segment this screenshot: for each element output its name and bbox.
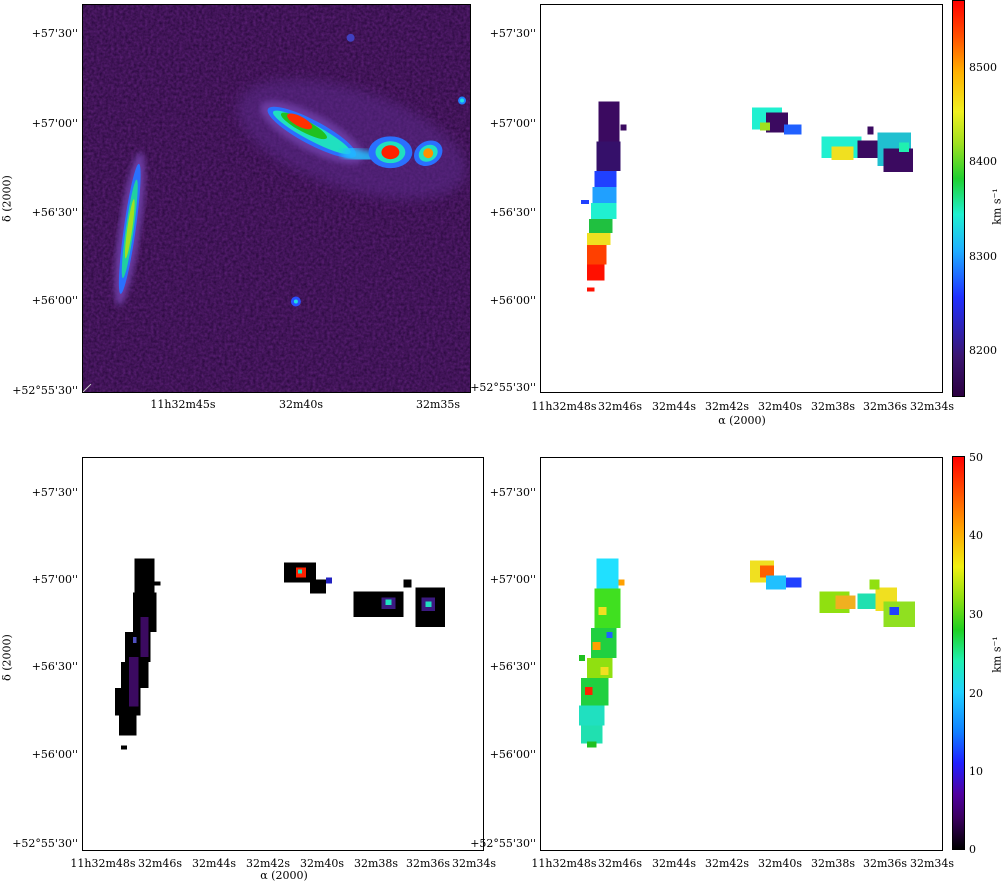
colorbar-tick-label: 10 bbox=[969, 765, 983, 778]
colorbar-tick-label: 8500 bbox=[969, 61, 997, 74]
ra-tick-label: 32m34s bbox=[909, 400, 955, 413]
ra-tick-label: 32m35s bbox=[415, 398, 461, 411]
ra-tick-label: 32m42s bbox=[245, 857, 291, 870]
ra-tick-label: 32m36s bbox=[862, 857, 908, 870]
dec-tick-label: +56'30'' bbox=[489, 660, 536, 673]
velocity-colorbar bbox=[952, 0, 965, 397]
ra-tick-label: 11h32m48s bbox=[531, 400, 597, 413]
dec-tick-label: +52°55'30'' bbox=[12, 384, 78, 397]
ra-tick-label: 32m36s bbox=[862, 400, 908, 413]
dec-axis-title: δ (2000) bbox=[0, 175, 14, 222]
ra-tick-label: 11h32m48s bbox=[531, 857, 597, 870]
colorbar-tick-label: 30 bbox=[969, 608, 983, 621]
dispersion-map-panel bbox=[540, 457, 943, 851]
ra-tick-label: 32m46s bbox=[137, 857, 183, 870]
ra-tick-label: 32m40s bbox=[757, 857, 803, 870]
ra-tick-label: 32m38s bbox=[810, 857, 856, 870]
intensity-map bbox=[114, 558, 446, 750]
dec-tick-label: +57'00'' bbox=[31, 117, 78, 130]
optical-image-panel bbox=[82, 4, 471, 393]
colorbar-unit: km s⁻¹ bbox=[990, 636, 1004, 673]
small-galaxy bbox=[413, 140, 443, 166]
dec-tick-label: +52°55'30'' bbox=[470, 837, 536, 850]
ra-tick-label: 32m42s bbox=[704, 400, 750, 413]
colorbar-unit: km s⁻¹ bbox=[990, 188, 1004, 225]
dec-tick-label: +56'30'' bbox=[31, 660, 78, 673]
ra-tick-label: 32m46s bbox=[597, 400, 643, 413]
colorbar-tick-label: 8200 bbox=[969, 344, 997, 357]
dec-axis-title: δ (2000) bbox=[0, 634, 14, 681]
dec-tick-label: +52°55'30'' bbox=[470, 381, 536, 394]
intensity-map-panel bbox=[82, 457, 484, 851]
dec-tick-label: +57'00'' bbox=[489, 573, 536, 586]
colorbar-tick-label: 0 bbox=[969, 843, 976, 856]
dec-tick-label: +57'00'' bbox=[489, 117, 536, 130]
ra-tick-label: 32m34s bbox=[451, 857, 497, 870]
dec-tick-label: +56'30'' bbox=[31, 206, 78, 219]
ra-tick-label: 32m42s bbox=[704, 857, 750, 870]
dispersion-colorbar bbox=[952, 456, 965, 850]
ra-tick-label: 32m46s bbox=[597, 857, 643, 870]
dec-tick-label: +57'30'' bbox=[489, 27, 536, 40]
dec-tick-label: +56'00'' bbox=[489, 748, 536, 761]
compact-galaxy bbox=[368, 136, 413, 169]
dispersion-map bbox=[578, 558, 916, 748]
colorbar-tick-label: 8300 bbox=[969, 250, 997, 263]
dec-tick-label: +57'30'' bbox=[31, 27, 78, 40]
ra-tick-label: 32m44s bbox=[651, 857, 697, 870]
dec-tick-label: +57'30'' bbox=[489, 486, 536, 499]
dec-tick-label: +57'30'' bbox=[31, 486, 78, 499]
edge-on-galaxy bbox=[114, 151, 146, 306]
dec-tick-label: +57'00'' bbox=[31, 573, 78, 586]
ra-tick-label: 32m40s bbox=[757, 400, 803, 413]
elongated-galaxy bbox=[260, 100, 364, 164]
colorbar-tick-label: 40 bbox=[969, 529, 983, 542]
dec-tick-label: +56'30'' bbox=[489, 206, 536, 219]
ra-tick-label: 32m38s bbox=[353, 857, 399, 870]
dec-tick-label: +52°55'30'' bbox=[12, 837, 78, 850]
ra-tick-label: 32m36s bbox=[405, 857, 451, 870]
velocity-field-panel bbox=[540, 4, 943, 393]
colorbar-tick-label: 20 bbox=[969, 687, 983, 700]
dec-tick-label: +56'00'' bbox=[489, 294, 536, 307]
colorbar-tick-label: 50 bbox=[969, 451, 983, 464]
optical-image bbox=[83, 5, 470, 392]
velocity-field-map bbox=[580, 101, 914, 292]
ra-tick-label: 32m44s bbox=[191, 857, 237, 870]
ra-tick-label: 32m44s bbox=[651, 400, 697, 413]
ra-tick-label: 32m40s bbox=[278, 398, 324, 411]
dec-tick-label: +56'00'' bbox=[31, 294, 78, 307]
ra-axis-title: α (2000) bbox=[260, 869, 308, 882]
ra-axis-title: α (2000) bbox=[718, 414, 766, 427]
colorbar-tick-label: 8400 bbox=[969, 155, 997, 168]
ra-tick-label: 32m34s bbox=[909, 857, 955, 870]
ra-tick-label: 32m40s bbox=[299, 857, 345, 870]
ra-tick-label: 32m38s bbox=[810, 400, 856, 413]
dec-tick-label: +56'00'' bbox=[31, 748, 78, 761]
ra-tick-label: 11h32m48s bbox=[70, 857, 136, 870]
star-marker bbox=[346, 33, 355, 42]
ra-tick-label: 11h32m45s bbox=[150, 398, 216, 411]
